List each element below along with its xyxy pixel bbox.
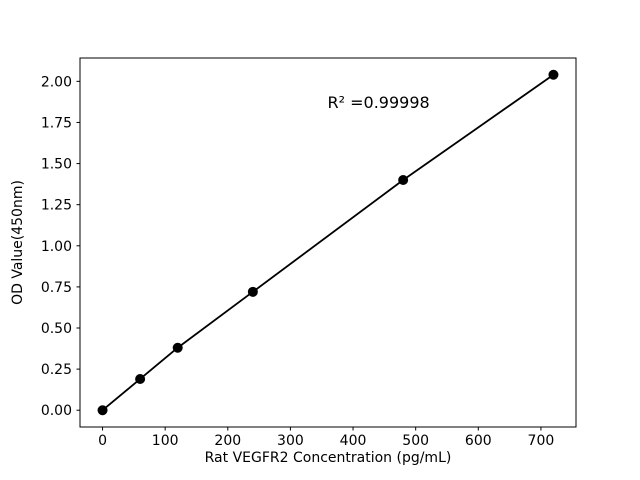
y-tick-label: 0.50 (41, 321, 72, 337)
x-tick-label: 600 (465, 433, 492, 449)
x-tick-label: 100 (152, 433, 179, 449)
r-squared-annotation: R² =0.99998 (327, 93, 429, 112)
data-point (548, 69, 559, 80)
y-tick-label: 0.00 (41, 403, 72, 419)
y-tick-label: 1.50 (41, 157, 72, 173)
x-tick-label: 500 (402, 433, 429, 449)
x-tick-label: 0 (98, 433, 107, 449)
y-tick-label: 2.00 (41, 74, 72, 90)
x-tick-label: 700 (528, 433, 555, 449)
data-point (398, 175, 409, 186)
y-tick-label: 1.00 (41, 239, 72, 255)
x-axis-label: Rat VEGFR2 Concentration (pg/mL) (205, 450, 452, 466)
data-point (172, 342, 183, 353)
y-tick-label: 0.25 (41, 362, 72, 378)
axes-frame (79, 57, 577, 428)
data-point (97, 405, 108, 416)
x-tick-label: 300 (277, 433, 304, 449)
data-point (135, 373, 146, 384)
y-tick-label: 1.75 (41, 115, 72, 131)
y-axis-label: OD Value(450nm) (10, 180, 26, 305)
y-tick-label: 0.75 (41, 280, 72, 296)
y-tick-label: 1.25 (41, 198, 72, 214)
fit-line (101, 73, 555, 412)
data-point (247, 286, 258, 297)
x-tick-label: 400 (340, 433, 367, 449)
x-tick-label: 200 (214, 433, 241, 449)
